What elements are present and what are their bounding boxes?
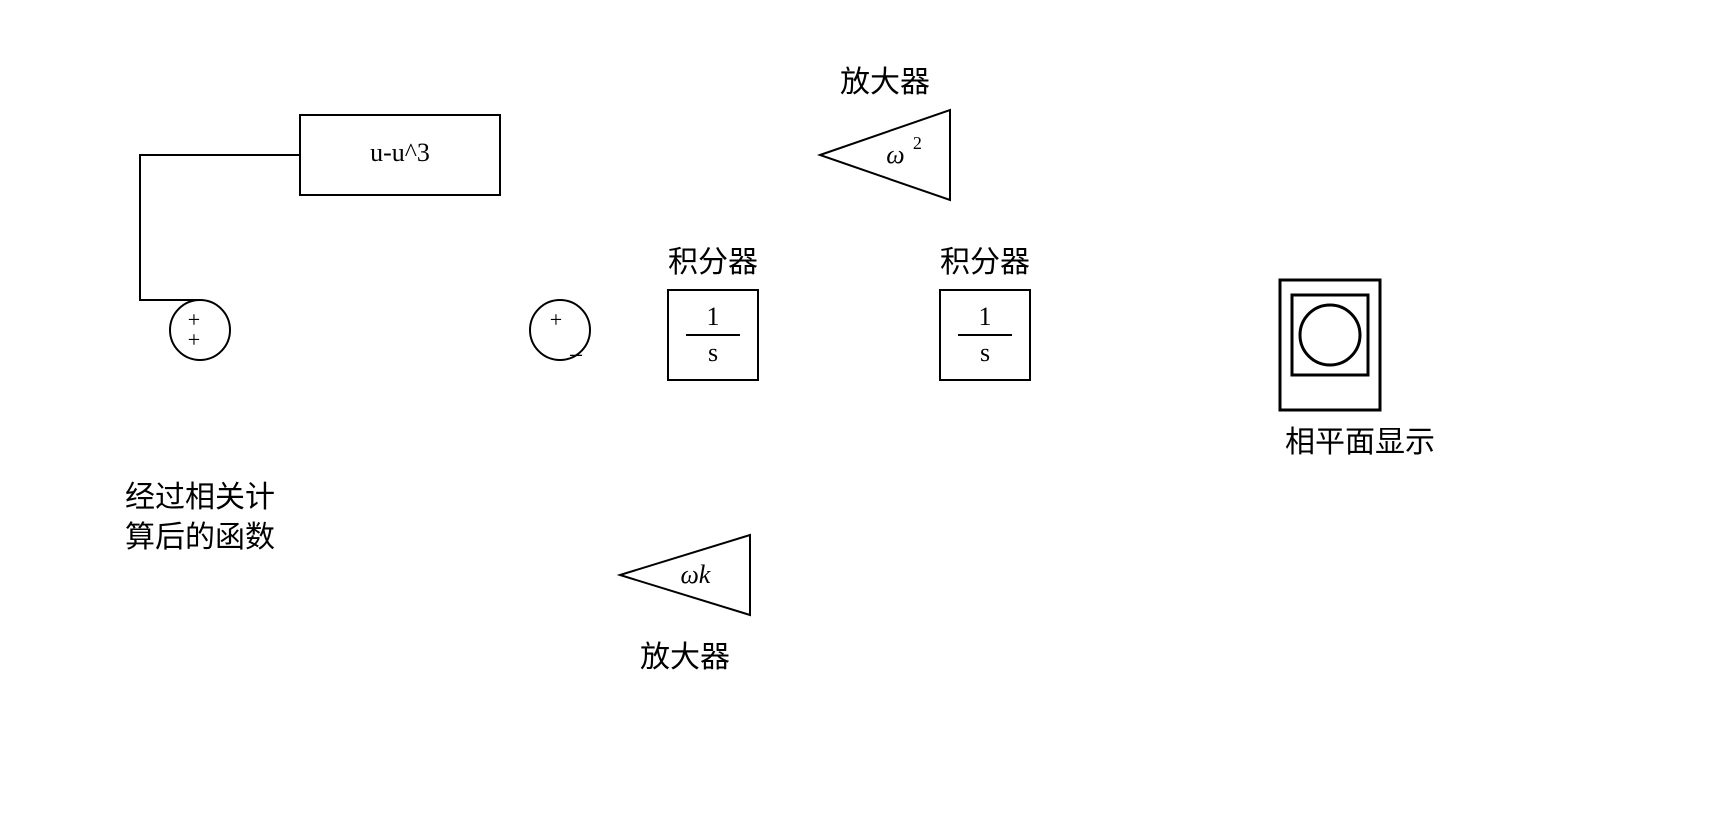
gain1-block-label: 放大器 <box>840 66 930 99</box>
sum2-sign1: + <box>550 307 562 332</box>
integrator1-block-numer: 1 <box>707 302 720 331</box>
integrator2-block-label: 积分器 <box>940 246 1030 279</box>
fcn-text: u-u^3 <box>370 138 430 167</box>
gain1-block-text: ω <box>886 140 904 169</box>
input-note-line0: 经过相关计 <box>125 481 275 514</box>
integrator2-block-numer: 1 <box>979 302 992 331</box>
gain1-block-sup: 2 <box>913 133 922 153</box>
scope-label: 相平面显示 <box>1285 426 1435 459</box>
integrator1-block-denom: s <box>708 338 718 367</box>
gain2-block-label: 放大器 <box>640 641 730 674</box>
gain1-block <box>820 110 950 200</box>
sum1-sign2: + <box>188 327 200 352</box>
scope-block <box>1280 280 1380 410</box>
sum2-sign2: − <box>569 341 584 370</box>
gain2-block-text: ωk <box>680 560 710 589</box>
input-note-line1: 算后的函数 <box>125 521 275 554</box>
integrator1-block-label: 积分器 <box>668 246 758 279</box>
integrator2-block-denom: s <box>980 338 990 367</box>
